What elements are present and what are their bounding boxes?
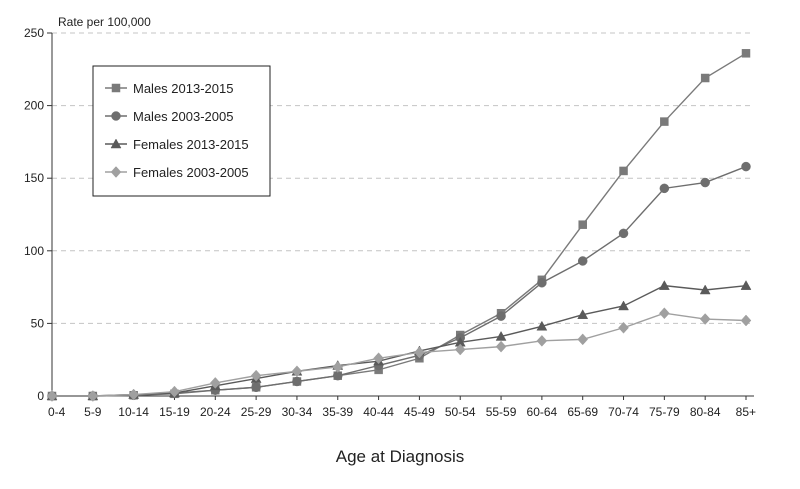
data-point [700,73,710,83]
data-point [209,377,221,389]
data-point [414,346,425,359]
data-point [496,311,506,321]
data-point [454,343,466,356]
x-tick-labels: 0-4 5-9 10-14 15-19 20-24 25-29 30-34 35-39 40-4… [48,405,756,419]
data-point [658,280,670,290]
y-tick-label: 50 [31,316,45,330]
data-point [659,183,670,194]
data-point [618,300,629,311]
data-point [495,330,507,341]
series-line [52,284,747,397]
legend-item: Females 2013-2015 [105,137,249,152]
data-point [46,390,58,402]
x-tick-label: 70-74 [608,405,639,419]
data-point [740,314,752,327]
y-tick-labels: 0 50 100 150 200 250 [24,26,44,403]
legend-label: Males 2013-2015 [133,81,233,96]
data-point [536,334,548,347]
data-point [659,307,670,320]
y-tick-label: 150 [24,171,44,185]
x-tick-label: 15-19 [159,405,190,419]
x-tick-label: 50-54 [445,405,476,419]
data-point [332,361,344,373]
data-point [291,365,303,378]
y-tick-label: 100 [24,244,44,258]
data-point [537,277,547,288]
data-point [618,228,629,239]
legend: Males 2013-2015 Males 2003-2005 Females 20… [92,65,271,197]
x-tick-label: 45-49 [404,405,435,419]
legend-marker [111,111,121,121]
data-point [660,117,669,126]
data-point [618,321,629,334]
legend-item: Females 2003-2005 [105,165,249,180]
series-line [52,312,747,397]
x-tick-label: 5-9 [84,405,102,419]
data-point [373,352,384,365]
data-point [699,284,711,295]
data-point [251,382,261,393]
x-tick-label: 25-29 [241,405,272,419]
x-tick-label: 40-44 [363,405,394,419]
x-tick-label: 20-24 [200,405,231,419]
data-point [699,313,711,325]
x-tick-label: 75-79 [649,405,680,419]
x-tick-label: 80-84 [690,405,721,419]
data-point [577,333,589,346]
data-point [495,340,507,353]
data-point [128,388,139,401]
data-point [250,369,262,382]
legend-label: Males 2003-2005 [133,109,233,124]
series-line [52,165,747,397]
data-point [577,256,588,266]
legend-label: Females 2003-2005 [133,165,249,180]
x-tick-label: 65-69 [567,405,598,419]
legend-marker [110,138,122,149]
data-point [700,177,710,188]
legend-marker [110,166,122,178]
data-point [741,161,751,172]
data-point [578,220,587,229]
data-point [536,320,548,331]
x-tick-label: 10-14 [118,405,149,419]
y-axis-label: Rate per 100,000 [58,15,151,29]
data-point [169,385,180,398]
y-tick-label: 250 [24,26,44,40]
series-group [46,49,752,402]
data-point [619,166,628,176]
x-tick-label: 55-59 [486,405,517,419]
y-tick-label: 200 [24,99,44,113]
data-point [87,390,99,402]
legend-label: Females 2013-2015 [133,137,249,152]
data-point [292,376,302,387]
x-tick-label: 60-64 [527,405,558,419]
data-point [741,49,751,58]
x-tick-label: 35-39 [322,405,353,419]
series-females-2003-2005 [46,307,752,402]
y-tick-label: 0 [37,389,44,403]
legend-item: Males 2003-2005 [105,109,233,124]
legend-item: Males 2013-2015 [105,81,233,96]
x-tick-label: 85+ [736,405,756,419]
data-point [577,309,589,319]
x-tick-label: 0-4 [48,405,66,419]
x-axis-label: Age at Diagnosis [336,447,465,466]
data-point [740,280,752,290]
legend-marker [111,83,121,93]
x-tick-label: 30-34 [282,405,313,419]
series-females-2013-2015 [46,280,752,401]
